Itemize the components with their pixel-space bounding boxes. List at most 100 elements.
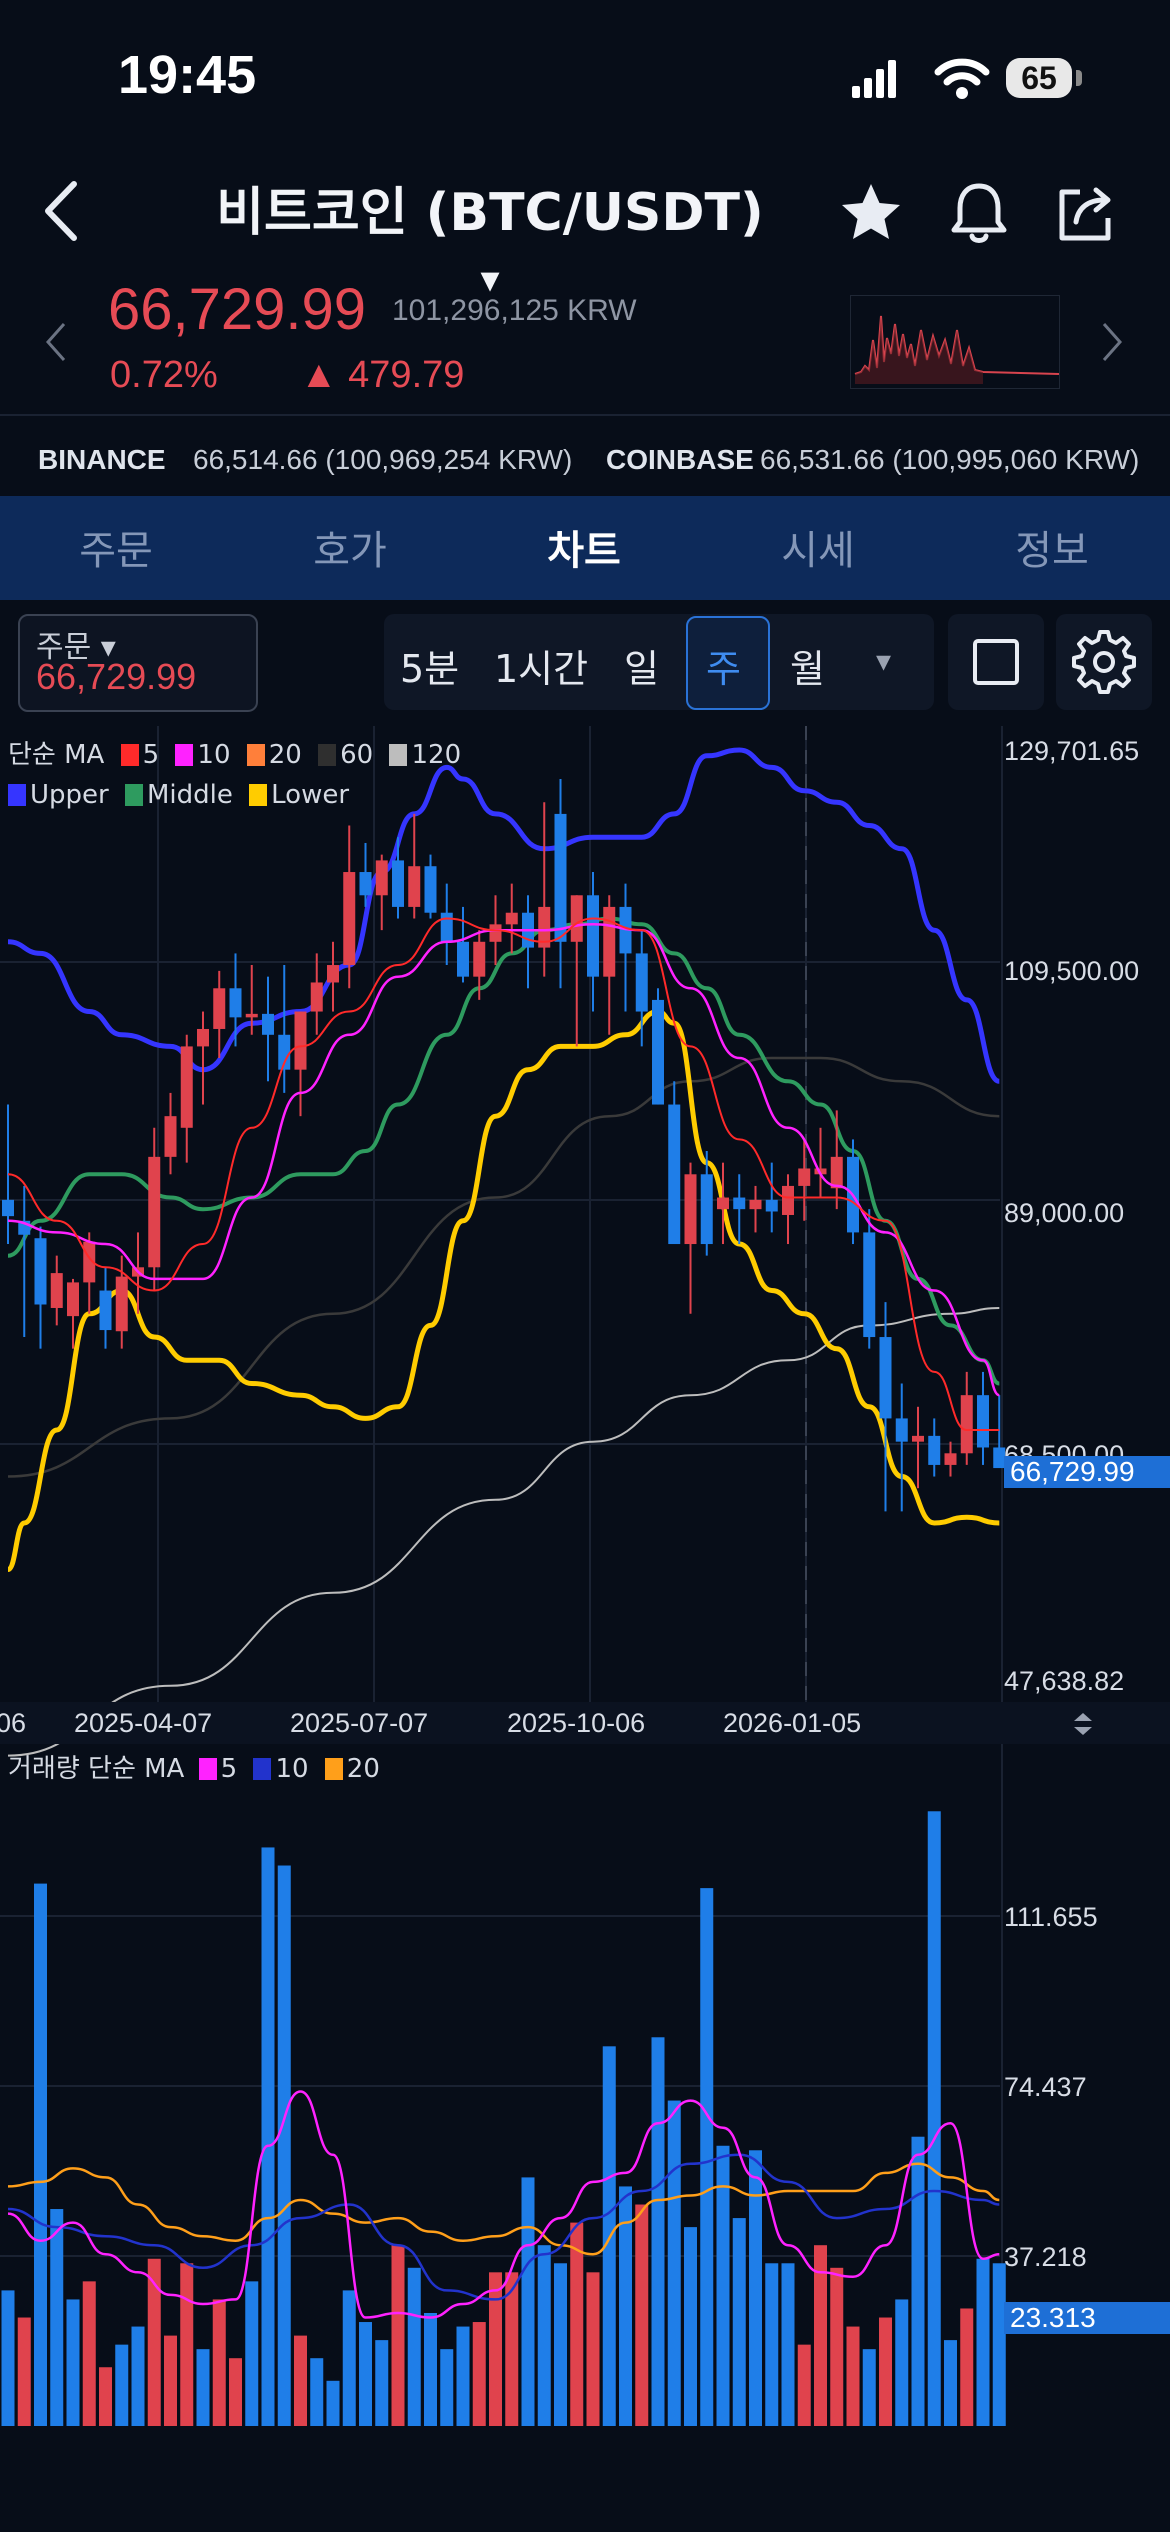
candle-body — [863, 1232, 876, 1338]
volume-bar — [17, 2317, 31, 2426]
candle-body — [262, 1013, 274, 1035]
price-chart[interactable] — [0, 726, 1170, 2426]
volume-bar — [830, 2267, 844, 2426]
star-icon[interactable] — [836, 178, 906, 248]
interval-selected-highlight — [686, 616, 770, 710]
bb-middle-label: Middle — [147, 780, 233, 810]
candle-body — [424, 866, 437, 913]
volume-axis-label: 74.437 — [1004, 2072, 1087, 2102]
interval-5min[interactable]: 5분 — [400, 647, 460, 691]
cellular-signal-icon — [852, 60, 896, 98]
volume-bar — [716, 2145, 730, 2426]
ma120-swatch — [389, 744, 408, 766]
volume-bar — [976, 2258, 990, 2426]
volume-legend-title: 거래량 단순 MA — [8, 1754, 185, 1784]
candle-body — [570, 895, 583, 942]
mini-sparkline-chart[interactable] — [850, 295, 1060, 389]
tab-info[interactable]: 정보 — [1015, 528, 1089, 574]
wifi-icon — [934, 58, 990, 99]
order-dropdown-price: 66,729.99 — [36, 656, 197, 697]
volume-bar — [651, 2037, 665, 2426]
bb-lower-line — [6, 1008, 1000, 1572]
ma10-line — [7, 923, 1000, 1397]
candle-body — [50, 1273, 63, 1308]
tab-market[interactable]: 시세 — [781, 528, 855, 574]
ma-legend-title: 단순 MA — [8, 740, 105, 770]
candle-body — [148, 1156, 161, 1268]
candle-body — [310, 982, 323, 1012]
candle-body — [197, 1028, 209, 1047]
exchange-binance-name: BINANCE — [38, 444, 166, 475]
vol-ma20-label: 20 — [346, 1754, 380, 1784]
interval-1hour[interactable]: 1시간 — [494, 647, 589, 691]
bell-icon[interactable] — [944, 178, 1014, 248]
chart-layout-button[interactable] — [948, 614, 1044, 710]
back-chevron-icon[interactable] — [40, 178, 84, 244]
tab-chart[interactable]: 차트 — [547, 528, 621, 574]
vol-ma10-swatch — [253, 1758, 272, 1780]
volume-bar — [391, 2245, 405, 2426]
share-icon[interactable] — [1052, 178, 1122, 248]
volume-bar — [846, 2326, 860, 2426]
battery-tip — [1076, 70, 1082, 86]
volume-bar — [684, 2227, 697, 2426]
volume-bar — [781, 2263, 795, 2426]
volume-bar — [489, 2272, 502, 2426]
candle-body — [700, 1174, 713, 1245]
bb-middle-swatch — [125, 784, 143, 806]
candle-body — [489, 924, 502, 942]
candle-body — [944, 1453, 957, 1465]
candle-body — [538, 906, 551, 948]
candle-body — [960, 1395, 973, 1454]
interval-more-dropdown-icon[interactable]: ▾ — [876, 644, 892, 679]
tab-orderbook[interactable]: 호가 — [313, 528, 387, 574]
bb-lower-label: Lower — [271, 780, 350, 810]
page-title[interactable]: 비트코인 (BTC/USDT) ▾ — [210, 170, 770, 305]
current-volume-tag: 23.313 — [1004, 2302, 1170, 2334]
vol-ma20-swatch — [324, 1758, 343, 1780]
candle-body — [798, 1168, 811, 1186]
candle-body — [879, 1337, 892, 1419]
battery-icon: 65 — [1006, 58, 1072, 98]
divider — [0, 414, 1170, 416]
ma10-swatch — [175, 744, 194, 766]
square-icon — [973, 639, 1019, 685]
tab-order[interactable]: 주문 — [79, 528, 153, 574]
next-coin-chevron-icon[interactable] — [1100, 320, 1126, 364]
change-amount: ▲ 479.79 — [300, 354, 465, 396]
candle-body — [359, 872, 372, 896]
volume-bar — [196, 2349, 210, 2426]
ma120-label: 120 — [411, 740, 462, 770]
vol-ma5-label: 5 — [220, 1754, 238, 1784]
volume-bar — [472, 2322, 486, 2426]
order-dropdown[interactable] — [18, 614, 258, 712]
volume-bar — [50, 2209, 64, 2426]
volume-bar — [440, 2349, 454, 2426]
current-price-tag: 66,729.99 — [1004, 1456, 1170, 1488]
ma5-swatch — [120, 744, 139, 766]
candle-body — [392, 860, 404, 907]
volume-bar — [375, 2340, 389, 2426]
prev-coin-chevron-icon[interactable] — [42, 320, 68, 364]
price-axis-label: 89,000.00 — [1004, 1198, 1125, 1228]
order-dropdown-label: 주문 ▾ — [36, 630, 116, 665]
date-axis-label: 2025-10-06 — [507, 1708, 646, 1738]
page-title-text: 비트코인 (BTC/USDT) — [216, 183, 764, 243]
current-price: 66,729.99 — [108, 277, 367, 342]
ma10-label: 10 — [197, 740, 231, 770]
exchange-coinbase-value: 66,531.66 (100,995,060 KRW) — [760, 444, 1140, 475]
chart-settings-button[interactable] — [1056, 614, 1152, 710]
axis-resize-icon[interactable] — [1070, 1710, 1096, 1738]
price-axis-label: 47,638.82 — [1004, 1666, 1125, 1696]
candle-body — [164, 1116, 177, 1157]
interval-week[interactable]: 주 — [706, 647, 741, 691]
interval-month[interactable]: 월 — [790, 647, 825, 691]
volume-bar — [456, 2326, 470, 2426]
vol-ma5-swatch — [198, 1758, 217, 1780]
bb-lower-swatch — [249, 784, 268, 806]
volume-bar — [229, 2358, 242, 2426]
volume-bar — [115, 2344, 129, 2426]
interval-day[interactable]: 일 — [624, 647, 659, 691]
candle-body — [115, 1276, 128, 1332]
volume-bar — [797, 2344, 811, 2426]
